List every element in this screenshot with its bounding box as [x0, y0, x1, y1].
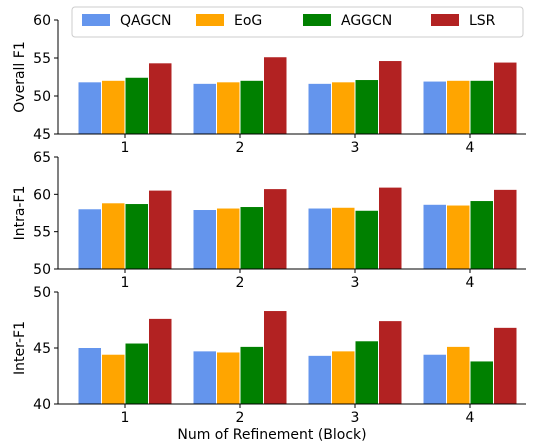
bar-qagcn-4-panel-2: [423, 204, 446, 269]
bar-qagcn-1-panel-3: [78, 348, 101, 404]
bar-lsr-3-panel-2: [379, 187, 402, 269]
bar-aggcn-4-panel-1: [470, 80, 493, 134]
x-tick-label: 4: [466, 140, 475, 156]
bar-qagcn-4-panel-3: [423, 354, 446, 404]
bar-aggcn-2-panel-2: [240, 207, 263, 269]
x-tick-label: 4: [466, 410, 475, 426]
bar-eog-3-panel-1: [332, 82, 355, 134]
y-tick-label: 55: [33, 225, 51, 241]
bar-lsr-2-panel-1: [264, 57, 287, 134]
x-tick-label: 2: [236, 275, 245, 291]
bar-eog-2-panel-3: [217, 352, 240, 404]
legend-swatch-qagcn: [82, 14, 110, 26]
bar-eog-3-panel-2: [332, 207, 355, 269]
legend-swatch-aggcn: [303, 14, 331, 26]
bar-lsr-4-panel-2: [494, 189, 517, 269]
bar-aggcn-4-panel-2: [470, 201, 493, 269]
y-tick-label: 45: [33, 341, 51, 357]
legend-swatch-lsr: [431, 14, 459, 26]
legend-label-lsr: LSR: [469, 13, 496, 29]
legend-label-eog: EoG: [234, 13, 262, 29]
y-axis-label-panel-1: Overall F1: [12, 41, 28, 112]
bar-qagcn-3-panel-1: [308, 83, 331, 134]
y-tick-label: 50: [33, 262, 51, 278]
x-tick-label: 4: [466, 275, 475, 291]
bar-qagcn-1-panel-2: [78, 209, 101, 269]
x-tick-label: 2: [236, 140, 245, 156]
bar-eog-1-panel-1: [102, 80, 125, 134]
bar-lsr-1-panel-3: [149, 318, 172, 404]
bar-eog-1-panel-3: [102, 354, 125, 404]
bar-aggcn-2-panel-3: [240, 346, 263, 404]
bar-lsr-4-panel-1: [494, 62, 517, 135]
bar-eog-2-panel-2: [217, 208, 240, 269]
y-tick-label: 65: [33, 150, 51, 166]
bar-aggcn-3-panel-2: [355, 210, 378, 269]
bar-lsr-1-panel-1: [149, 63, 172, 134]
bar-eog-4-panel-2: [447, 205, 470, 269]
bar-eog-4-panel-1: [447, 80, 470, 134]
y-axis-label-panel-3: Inter-F1: [12, 321, 28, 375]
y-tick-label: 50: [33, 89, 51, 105]
y-tick-label: 60: [33, 13, 51, 29]
x-tick-label: 2: [236, 410, 245, 426]
x-axis-label: Num of Refinement (Block): [177, 427, 366, 442]
legend-box: [71, 6, 524, 38]
y-tick-label: 60: [33, 187, 51, 203]
x-tick-label: 1: [121, 140, 130, 156]
bar-aggcn-1-panel-3: [125, 343, 148, 404]
bar-qagcn-3-panel-3: [308, 355, 331, 404]
bar-lsr-2-panel-3: [264, 311, 287, 404]
legend-label-aggcn: AGGCN: [341, 13, 392, 29]
x-tick-label: 3: [351, 275, 360, 291]
bar-aggcn-1-panel-2: [125, 204, 148, 269]
y-axis-label-panel-2: Intra-F1: [12, 186, 28, 241]
x-tick-label: 3: [351, 410, 360, 426]
bar-lsr-1-panel-2: [149, 190, 172, 269]
bar-aggcn-4-panel-3: [470, 361, 493, 404]
bar-qagcn-2-panel-3: [193, 351, 216, 404]
y-tick-label: 50: [33, 285, 51, 301]
bar-aggcn-2-panel-1: [240, 80, 263, 134]
bar-lsr-4-panel-3: [494, 327, 517, 404]
x-tick-label: 1: [121, 275, 130, 291]
bar-qagcn-3-panel-2: [308, 208, 331, 269]
bar-aggcn-3-panel-1: [355, 80, 378, 134]
bar-aggcn-1-panel-1: [125, 77, 148, 134]
bar-qagcn-4-panel-1: [423, 81, 446, 134]
x-tick-label: 3: [351, 140, 360, 156]
bar-lsr-2-panel-2: [264, 189, 287, 269]
bar-eog-2-panel-1: [217, 82, 240, 134]
x-tick-label: 1: [121, 410, 130, 426]
bar-aggcn-3-panel-3: [355, 341, 378, 404]
bar-qagcn-2-panel-1: [193, 83, 216, 134]
bar-qagcn-2-panel-2: [193, 210, 216, 269]
legend-swatch-eog: [196, 14, 224, 26]
bar-qagcn-1-panel-1: [78, 82, 101, 134]
bar-eog-3-panel-3: [332, 351, 355, 404]
bar-lsr-3-panel-1: [379, 61, 402, 134]
bar-lsr-3-panel-3: [379, 321, 402, 404]
bar-eog-1-panel-2: [102, 203, 125, 269]
y-tick-label: 45: [33, 127, 51, 143]
legend-label-qagcn: QAGCN: [120, 13, 171, 29]
y-tick-label: 40: [33, 397, 51, 413]
bar-eog-4-panel-3: [447, 346, 470, 404]
y-tick-label: 55: [33, 51, 51, 67]
